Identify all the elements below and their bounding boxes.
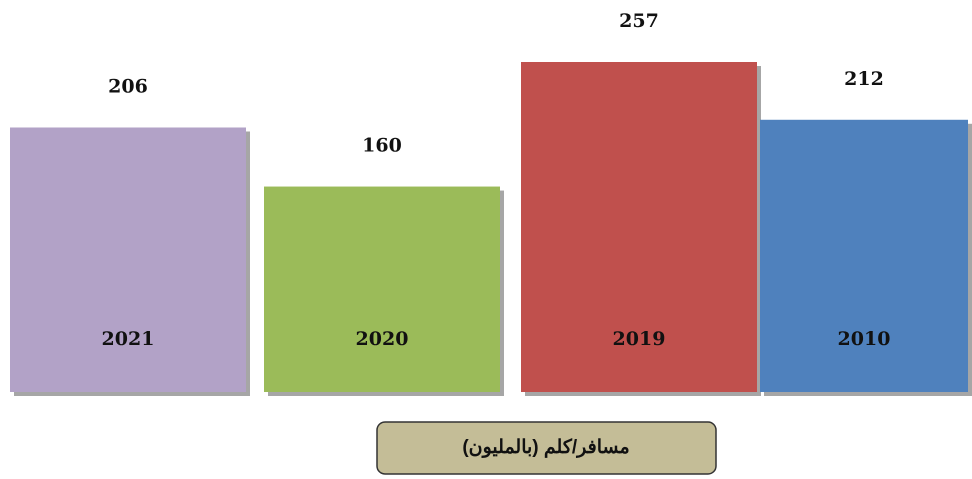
- category-label: 2021: [102, 328, 155, 350]
- bar: [10, 127, 246, 392]
- category-label: 2019: [613, 328, 666, 350]
- category-label: 2020: [356, 328, 409, 350]
- bar: [264, 186, 500, 392]
- bar: [521, 62, 757, 392]
- value-label: 257: [619, 10, 659, 32]
- title-box: [376, 421, 717, 475]
- category-label: 2010: [838, 328, 891, 350]
- value-label: 206: [108, 75, 148, 97]
- value-label: 160: [362, 135, 402, 157]
- chart-title: مسافر/كلم (بالمليون): [462, 437, 629, 458]
- bar: [760, 119, 968, 392]
- value-label: 212: [844, 68, 884, 90]
